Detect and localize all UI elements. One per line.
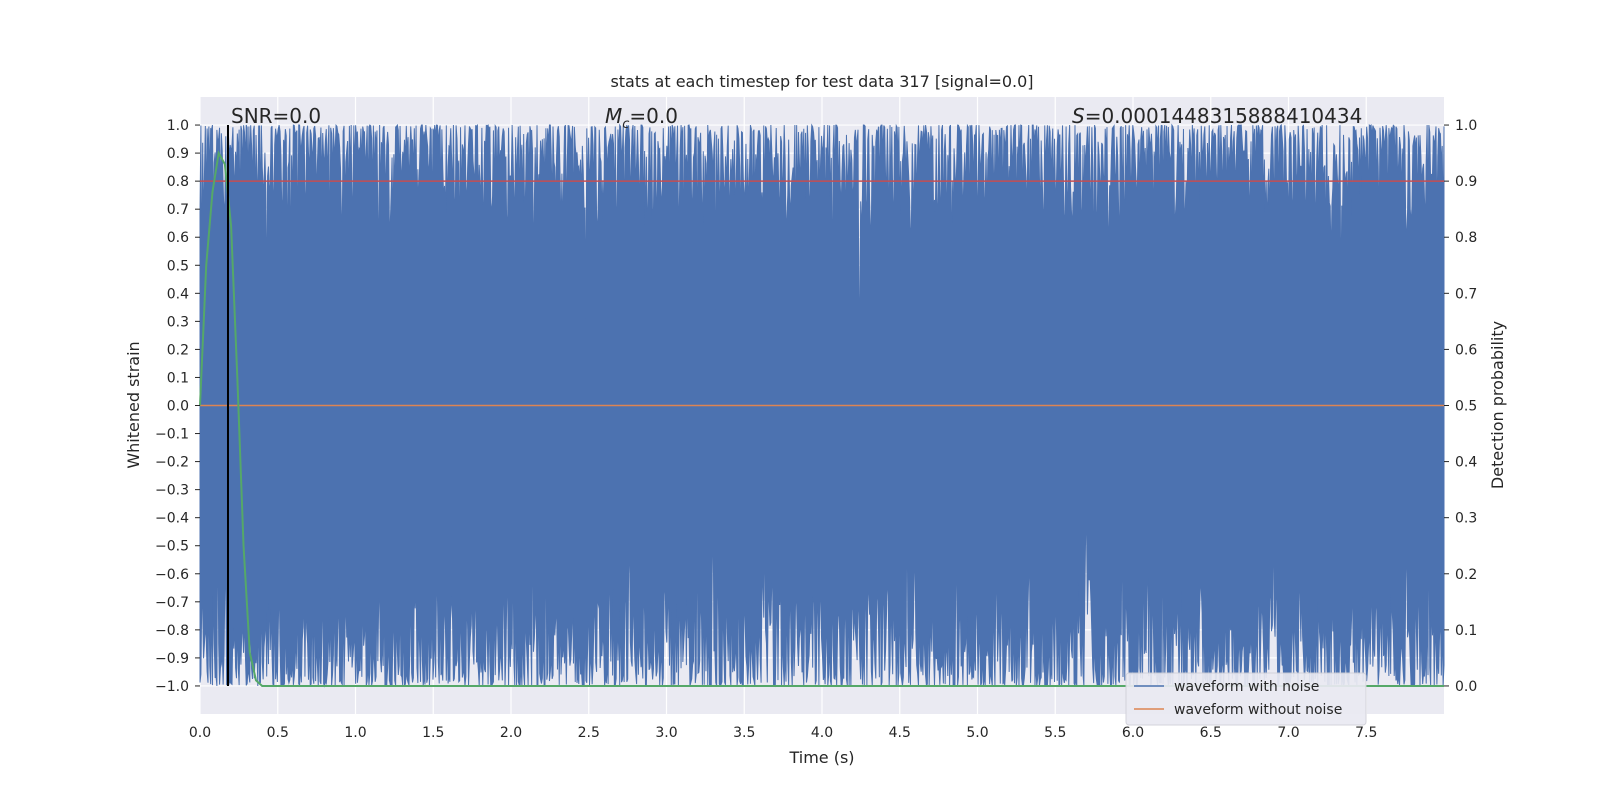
- x-tick-label-2: 1.0: [344, 725, 366, 741]
- y-left-axis-ticks: 1.0 0.9 0.8 0.7 0.6 0.5 0.4 0.3 0.2 0.1 0.0 −0.1 −0.…: [155, 118, 200, 695]
- y-left-tick-label-13: −0.3: [155, 483, 189, 499]
- y-left-tick-label-1: 0.9: [167, 146, 189, 162]
- y-right-tick-label-2: 0.8: [1455, 230, 1477, 246]
- y-left-tick-label-17: −0.7: [155, 595, 189, 611]
- detection-probability-line: [199, 150, 1444, 687]
- y-left-tick-label-12: −0.2: [155, 455, 189, 471]
- chart-title: stats at each timestep for test data 317…: [610, 72, 1033, 91]
- y-left-tick-label-14: −0.4: [155, 511, 189, 527]
- y-left-tick-label-2: 0.8: [167, 174, 189, 190]
- y-left-tick-label-9: 0.1: [167, 370, 189, 386]
- x-tick-label-14: 7.0: [1277, 725, 1299, 741]
- y-left-tick-label-7: 0.3: [167, 314, 189, 330]
- x-tick-label-1: 0.5: [267, 725, 289, 741]
- y-left-tick-label-10: 0.0: [167, 399, 189, 415]
- legend-box: [1125, 672, 1367, 726]
- y-left-tick-label-15: −0.5: [155, 539, 189, 555]
- chirp-mass-symbol: M: [605, 104, 622, 128]
- y-left-tick-label-8: 0.2: [167, 342, 189, 358]
- y-right-tick-label-3: 0.7: [1455, 286, 1477, 302]
- overlays: [199, 125, 1444, 687]
- x-tick-label-6: 3.0: [655, 725, 677, 741]
- y-right-tick-label-7: 0.3: [1455, 511, 1477, 527]
- x-tick-label-11: 5.5: [1044, 725, 1066, 741]
- y-right-tick-label-4: 0.6: [1455, 342, 1477, 358]
- x-axis-ticks: 0.0 0.5 1.0 1.5 2.0 2.5 3.0 3.5 4.0 4.5 5.0 5.5 6.0 6…: [189, 725, 1378, 741]
- y-right-tick-label-5: 0.5: [1455, 399, 1477, 415]
- y-left-tick-label-6: 0.4: [167, 286, 189, 302]
- legend: waveform with noise waveform without noi…: [1125, 672, 1367, 726]
- y-left-tick-label-20: −1.0: [155, 679, 189, 695]
- x-tick-label-9: 4.5: [889, 725, 911, 741]
- s-symbol: S: [1072, 104, 1085, 128]
- y-right-tick-label-6: 0.4: [1455, 455, 1477, 471]
- y-left-axis-label: Whitened strain: [124, 341, 143, 468]
- y-right-axis-label: Detection probability: [1488, 321, 1507, 489]
- x-tick-label-10: 5.0: [966, 725, 988, 741]
- y-right-tick-label-1: 0.9: [1455, 174, 1477, 190]
- s-annotation: S=0.0001448315888410434: [1072, 104, 1362, 128]
- x-tick-label-13: 6.5: [1200, 725, 1222, 741]
- y-left-tick-label-19: −0.9: [155, 651, 189, 667]
- legend-label-noise: waveform with noise: [1174, 679, 1319, 695]
- x-tick-label-12: 6.0: [1122, 725, 1144, 741]
- y-right-tick-label-0: 1.0: [1455, 118, 1477, 134]
- legend-label-clean: waveform without noise: [1174, 702, 1342, 718]
- chirp-mass-annotation: Mc=0.0: [605, 104, 678, 132]
- y-left-tick-label-0: 1.0: [167, 118, 189, 134]
- y-right-tick-label-9: 0.1: [1455, 623, 1477, 639]
- x-tick-label-3: 1.5: [422, 725, 444, 741]
- y-left-tick-label-3: 0.7: [167, 202, 189, 218]
- y-left-tick-label-11: −0.1: [155, 427, 189, 443]
- x-tick-label-0: 0.0: [189, 725, 211, 741]
- x-tick-label-8: 4.0: [811, 725, 833, 741]
- chirp-mass-value: =0.0: [629, 104, 678, 128]
- snr-annotation: SNR=0.0: [231, 104, 321, 128]
- y-left-tick-label-4: 0.6: [167, 230, 189, 246]
- x-axis-label: Time (s): [788, 748, 854, 767]
- chirp-mass-subscript: c: [622, 117, 629, 132]
- y-right-tick-label-8: 0.2: [1455, 567, 1477, 583]
- s-value: =0.0001448315888410434: [1085, 104, 1363, 128]
- y-left-tick-label-16: −0.6: [155, 567, 189, 583]
- x-tick-label-4: 2.0: [500, 725, 522, 741]
- y-left-tick-label-5: 0.5: [167, 258, 189, 274]
- x-tick-label-15: 7.5: [1355, 725, 1377, 741]
- x-tick-label-7: 3.5: [733, 725, 755, 741]
- y-right-axis-ticks: 1.0 0.9 0.8 0.7 0.6 0.5 0.4 0.3 0.2 0.1 0.0: [1444, 118, 1477, 695]
- y-left-tick-label-18: −0.8: [155, 623, 189, 639]
- y-right-tick-label-10: 0.0: [1455, 679, 1477, 695]
- x-tick-label-5: 2.5: [578, 725, 600, 741]
